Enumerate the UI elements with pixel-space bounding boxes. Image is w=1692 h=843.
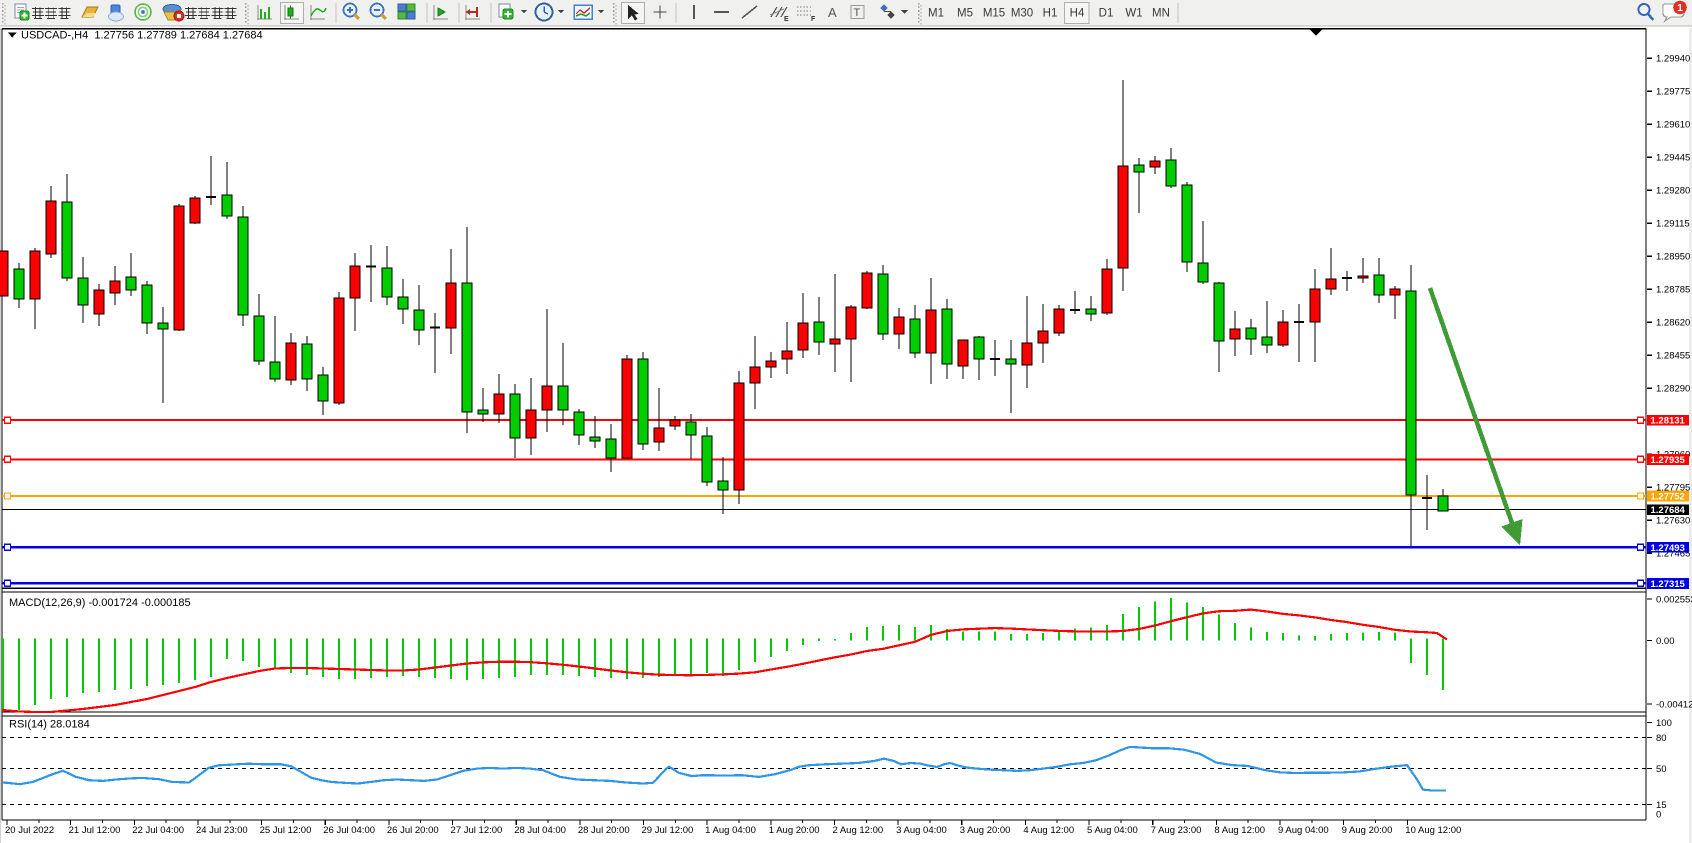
svg-text:0.00: 0.00 — [1656, 636, 1675, 647]
svg-text:A: A — [828, 5, 837, 20]
svg-text:T: T — [854, 7, 861, 19]
svg-text:22 Jul 04:00: 22 Jul 04:00 — [132, 825, 184, 836]
svg-text:1.28455: 1.28455 — [1656, 351, 1690, 362]
svg-text:1.27465: 1.27465 — [1656, 549, 1690, 560]
svg-text:W1: W1 — [1125, 8, 1142, 20]
svg-text:D1: D1 — [1099, 8, 1114, 20]
svg-text:8 Aug 12:00: 8 Aug 12:00 — [1214, 825, 1265, 836]
svg-text:1.27935: 1.27935 — [1651, 455, 1686, 466]
svg-text:USDCAD-,H4 1.27756 1.27789 1.: USDCAD-,H4 1.27756 1.27789 1.27684 1.276… — [21, 30, 263, 42]
svg-text:M1: M1 — [928, 8, 944, 20]
svg-text:7 Aug 23:00: 7 Aug 23:00 — [1151, 825, 1202, 836]
svg-text:0: 0 — [1656, 810, 1661, 821]
svg-text:20 Jul 2022: 20 Jul 2022 — [5, 825, 54, 836]
svg-text:15: 15 — [1656, 800, 1667, 811]
svg-text:1.28620: 1.28620 — [1656, 318, 1690, 329]
svg-text:1.27752: 1.27752 — [1651, 492, 1685, 503]
svg-text:1.27630: 1.27630 — [1656, 516, 1690, 527]
svg-text:F: F — [811, 16, 816, 23]
svg-text:9 Aug 20:00: 9 Aug 20:00 — [1342, 825, 1393, 836]
svg-text:25 Jul 12:00: 25 Jul 12:00 — [260, 825, 312, 836]
svg-text:29 Jul 12:00: 29 Jul 12:00 — [642, 825, 694, 836]
svg-text:1 Aug 04:00: 1 Aug 04:00 — [705, 825, 756, 836]
svg-text:1.29280: 1.29280 — [1656, 186, 1690, 197]
svg-text:1.29940: 1.29940 — [1656, 54, 1690, 65]
svg-text:24 Jul 23:00: 24 Jul 23:00 — [196, 825, 248, 836]
svg-text:28 Jul 04:00: 28 Jul 04:00 — [514, 825, 566, 836]
svg-text:MACD(12,26,9) -0.001724 -0.000: MACD(12,26,9) -0.001724 -0.000185 — [9, 597, 191, 609]
svg-text:10 Aug 12:00: 10 Aug 12:00 — [1405, 825, 1461, 836]
svg-text:28 Jul 20:00: 28 Jul 20:00 — [578, 825, 630, 836]
svg-text:27 Jul 12:00: 27 Jul 12:00 — [451, 825, 503, 836]
svg-text:50: 50 — [1656, 764, 1667, 775]
svg-text:1.28131: 1.28131 — [1651, 416, 1686, 427]
svg-text:26 Jul 04:00: 26 Jul 04:00 — [323, 825, 375, 836]
svg-text:21 Jul 12:00: 21 Jul 12:00 — [69, 825, 121, 836]
svg-text:M30: M30 — [1011, 8, 1033, 20]
svg-text:1.28785: 1.28785 — [1656, 285, 1690, 296]
svg-text:1.28290: 1.28290 — [1656, 384, 1690, 395]
svg-text:4 Aug 12:00: 4 Aug 12:00 — [1023, 825, 1074, 836]
svg-text:1.29115: 1.29115 — [1656, 219, 1690, 230]
svg-text:1 Aug 20:00: 1 Aug 20:00 — [769, 825, 820, 836]
svg-text:1.29445: 1.29445 — [1656, 153, 1690, 164]
svg-text:H4: H4 — [1070, 8, 1085, 20]
svg-text:1: 1 — [1677, 3, 1683, 14]
svg-text:-0.004124: -0.004124 — [1656, 700, 1692, 711]
svg-text:M15: M15 — [983, 8, 1005, 20]
svg-text:1.28950: 1.28950 — [1656, 252, 1690, 263]
svg-text:RSI(14) 28.0184: RSI(14) 28.0184 — [9, 719, 90, 731]
svg-text:1.29775: 1.29775 — [1656, 87, 1690, 98]
svg-text:9 Aug 04:00: 9 Aug 04:00 — [1278, 825, 1329, 836]
svg-text:H1: H1 — [1043, 8, 1058, 20]
svg-text:1.27315: 1.27315 — [1651, 579, 1686, 590]
svg-text:5 Aug 04:00: 5 Aug 04:00 — [1087, 825, 1138, 836]
svg-text:0.002553: 0.002553 — [1656, 595, 1692, 606]
svg-text:2 Aug 12:00: 2 Aug 12:00 — [832, 825, 883, 836]
svg-text:M5: M5 — [957, 8, 973, 20]
svg-text:1.27684: 1.27684 — [1651, 505, 1686, 516]
svg-text:3 Aug 20:00: 3 Aug 20:00 — [960, 825, 1011, 836]
svg-text:1.29610: 1.29610 — [1656, 120, 1690, 131]
svg-text:MN: MN — [1152, 8, 1170, 20]
svg-text:E: E — [784, 16, 789, 23]
svg-text:80: 80 — [1656, 733, 1667, 744]
svg-text:1.27493: 1.27493 — [1651, 543, 1685, 554]
svg-text:26 Jul 20:00: 26 Jul 20:00 — [387, 825, 439, 836]
svg-text:1.27795: 1.27795 — [1656, 483, 1690, 494]
svg-text:3 Aug 04:00: 3 Aug 04:00 — [896, 825, 947, 836]
svg-text:100: 100 — [1656, 718, 1672, 729]
